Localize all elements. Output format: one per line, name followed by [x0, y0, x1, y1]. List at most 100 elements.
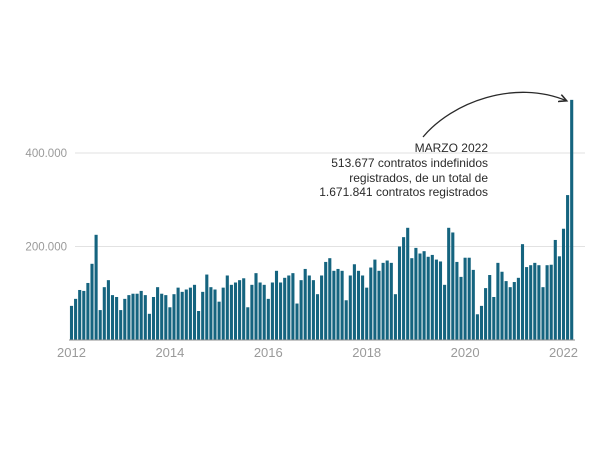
- bar: [545, 265, 549, 340]
- bar: [553, 239, 557, 340]
- x-axis-tick-label: 2018: [352, 345, 381, 360]
- bar: [369, 267, 373, 340]
- bar: [168, 307, 172, 340]
- bar: [205, 274, 209, 340]
- bar: [504, 281, 508, 340]
- bar: [172, 294, 176, 340]
- bar: [78, 289, 82, 340]
- bar: [385, 260, 389, 340]
- bar: [512, 282, 516, 340]
- bar: [496, 262, 500, 340]
- bar: [356, 270, 361, 340]
- bar: [258, 282, 262, 340]
- bar: [119, 310, 123, 340]
- bar: [516, 277, 520, 340]
- bar: [340, 270, 344, 340]
- bar: [98, 310, 102, 340]
- bar: [320, 275, 324, 340]
- bar: [151, 296, 156, 340]
- bar: [156, 287, 160, 340]
- bar: [492, 296, 496, 340]
- annotation-line-1: MARZO 2022: [414, 141, 488, 155]
- bar: [479, 305, 484, 340]
- bar: [233, 282, 238, 340]
- bar: [529, 265, 533, 340]
- x-axis-tick-label: 2016: [254, 345, 283, 360]
- bar: [254, 273, 258, 340]
- bar: [184, 289, 188, 340]
- bar: [250, 284, 254, 340]
- x-axis-tick-label: 2014: [155, 345, 184, 360]
- bar: [332, 270, 336, 340]
- bar: [246, 307, 250, 340]
- bar: [123, 298, 127, 340]
- bar: [557, 256, 561, 340]
- bar: [197, 311, 201, 340]
- y-axis-tick-label: 200.000: [25, 242, 67, 254]
- bar: [180, 291, 184, 340]
- bar: [164, 295, 168, 340]
- bar: [270, 282, 274, 340]
- bar: [311, 280, 315, 340]
- bar: [324, 261, 328, 340]
- bar: [434, 259, 438, 340]
- bar: [209, 287, 213, 340]
- bar: [344, 300, 348, 340]
- bar: [336, 268, 340, 340]
- bar: [373, 259, 377, 340]
- bar: [570, 99, 574, 340]
- annotation-line-2: 513.677 contratos indefinidos: [331, 155, 488, 170]
- bar: [221, 287, 225, 340]
- bar: [115, 296, 119, 340]
- bar: [279, 282, 283, 340]
- bar: [525, 267, 529, 340]
- bar: [299, 280, 303, 340]
- bar: [471, 269, 475, 341]
- bar: [225, 275, 229, 340]
- bar: [414, 247, 418, 340]
- bar: [561, 228, 566, 340]
- bar: [352, 264, 356, 340]
- bar: [283, 277, 287, 340]
- bar: [389, 262, 393, 340]
- bar: [500, 271, 504, 340]
- bar: [455, 261, 459, 340]
- bar: [135, 293, 139, 340]
- bar: [393, 294, 397, 340]
- bar: [537, 265, 541, 340]
- bar: [90, 263, 94, 340]
- bar: [361, 275, 365, 340]
- bar: [459, 276, 463, 340]
- bar: [188, 287, 192, 340]
- bar: [242, 278, 246, 340]
- bar: [508, 287, 512, 340]
- bar: [410, 258, 414, 340]
- bar: [176, 287, 180, 340]
- bar: [127, 295, 131, 340]
- bar: [131, 293, 135, 340]
- bar: [484, 288, 488, 340]
- x-axis-tick-label: 2020: [451, 345, 480, 360]
- bar: [426, 256, 430, 340]
- bar: [467, 257, 471, 340]
- bar: [402, 237, 406, 340]
- bar: [533, 262, 537, 340]
- bar: [287, 275, 291, 340]
- bar: [443, 284, 447, 340]
- bar: [201, 291, 205, 340]
- bar: [291, 273, 295, 340]
- bar: [74, 298, 78, 340]
- bar: [328, 258, 332, 340]
- bar: [307, 275, 311, 340]
- bar: [488, 275, 492, 340]
- bar: [541, 287, 545, 340]
- bar: [451, 232, 455, 340]
- bar: [86, 282, 90, 340]
- bar: [217, 301, 221, 340]
- bar: [463, 257, 467, 340]
- bar: [295, 303, 299, 340]
- bar: [143, 295, 147, 340]
- bar: [520, 244, 525, 340]
